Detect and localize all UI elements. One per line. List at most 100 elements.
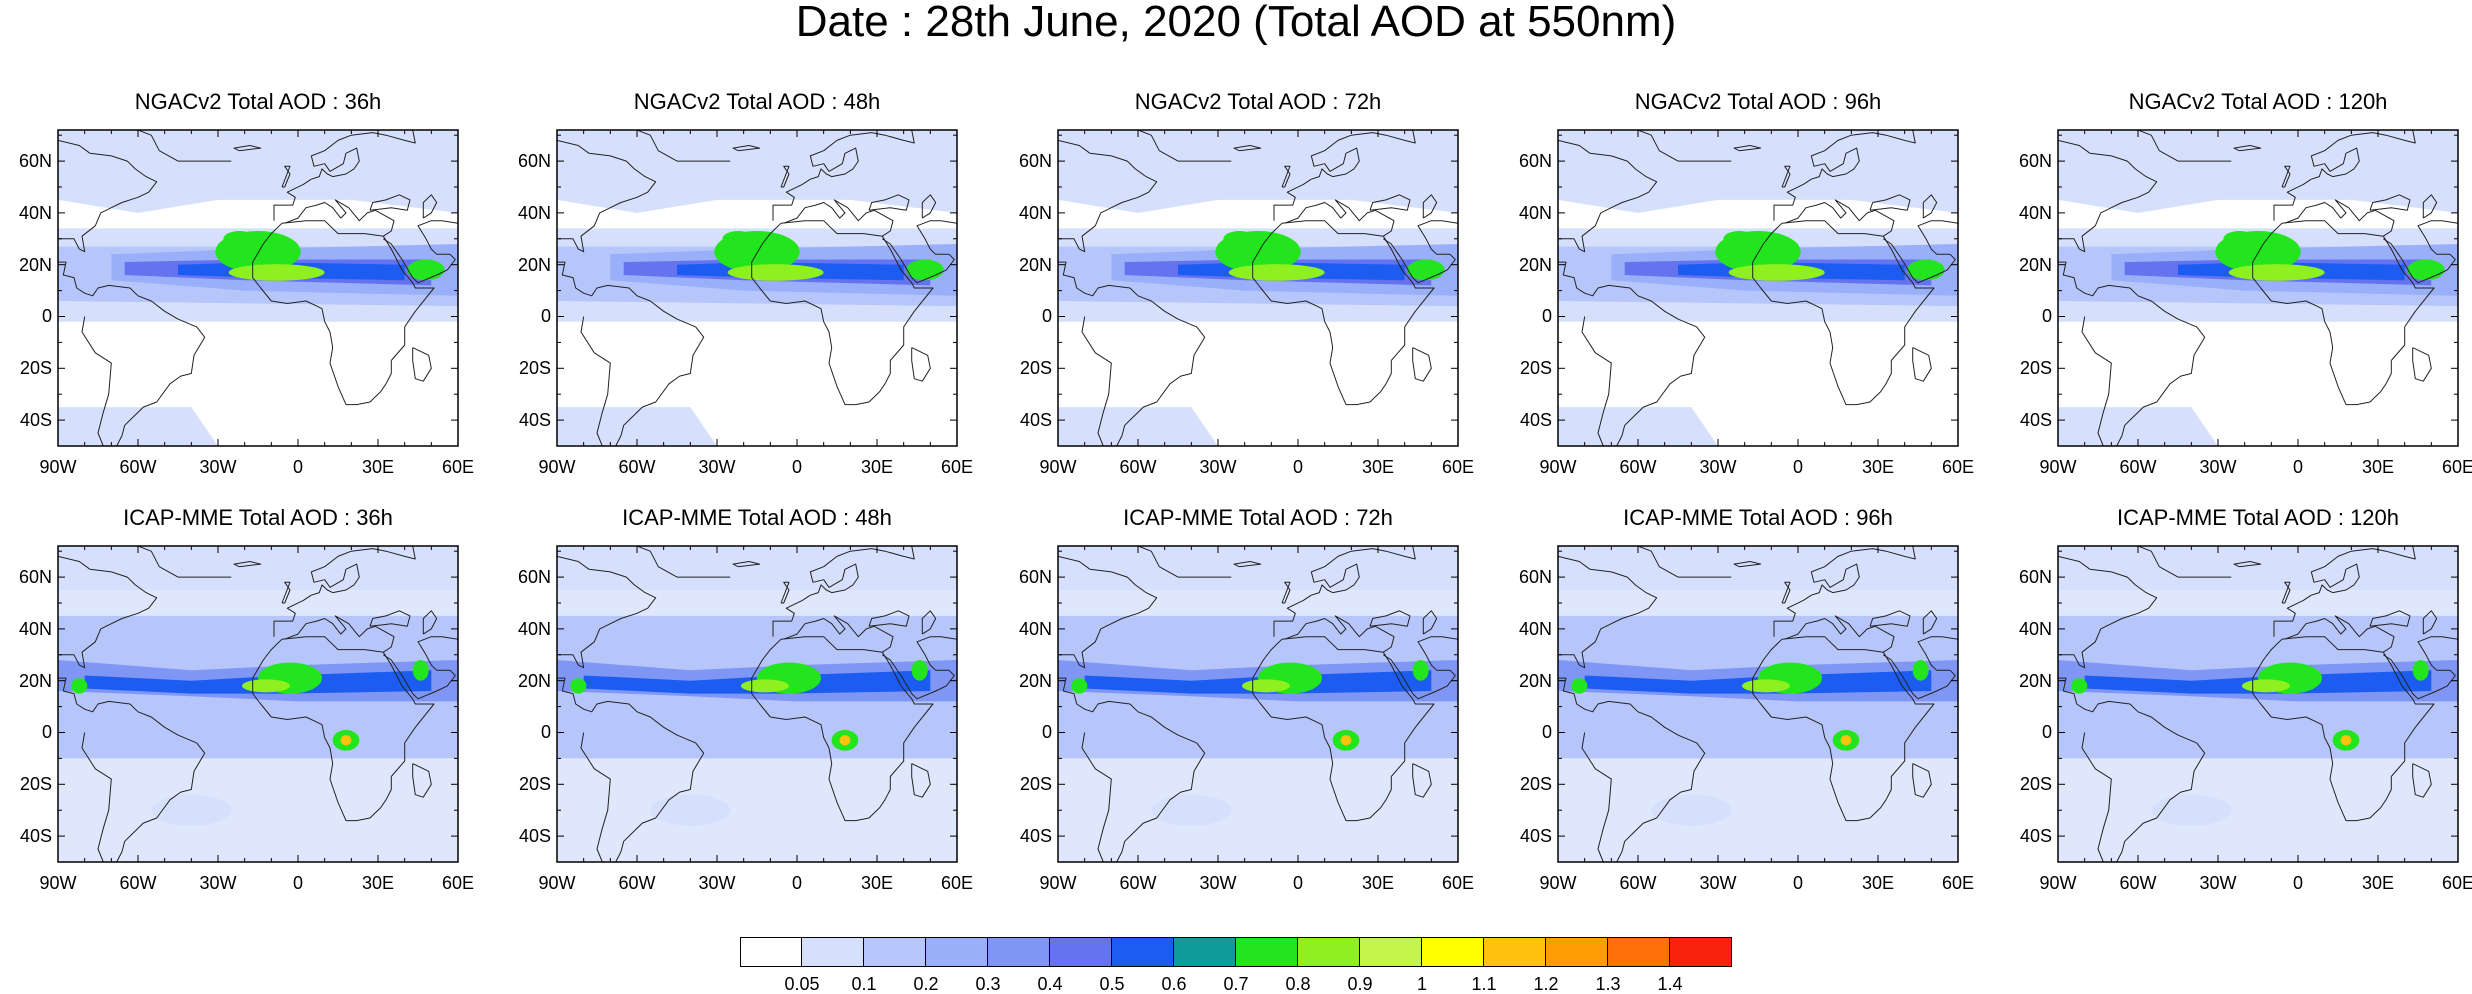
aod-region	[1651, 794, 1732, 826]
dust-plume	[223, 231, 256, 247]
coastline	[780, 581, 790, 604]
colorbar-label: 0.3	[975, 974, 1001, 994]
lon-label: 60W	[2119, 457, 2157, 477]
lat-label: 20N	[2018, 254, 2052, 275]
coastline	[1273, 130, 1416, 221]
lat-label: 40N	[18, 618, 52, 639]
coastline	[2284, 199, 2395, 237]
coastline	[1252, 220, 1435, 406]
lon-label: 30W	[1699, 457, 1737, 477]
aod-map	[1057, 545, 1459, 863]
coastline	[732, 561, 761, 568]
coastline	[2412, 347, 2432, 382]
colorbar-box	[1050, 937, 1112, 967]
lon-label: 30W	[2199, 457, 2237, 477]
colorbar-box	[1236, 937, 1298, 967]
coastline	[1422, 194, 1438, 219]
coastline	[1912, 763, 1932, 798]
lon-label: 60E	[441, 873, 475, 893]
colorbar-label: 0.6	[1161, 974, 1187, 994]
lon-label: 0	[292, 873, 303, 893]
coastline	[1284, 615, 1395, 653]
coastline	[2422, 194, 2438, 219]
lat-label: 20S	[518, 358, 551, 379]
lat-label: 0	[1041, 722, 1052, 743]
coastline	[2233, 561, 2262, 568]
coastline	[751, 220, 934, 406]
lat-label: 20S	[19, 358, 52, 379]
coastline	[2281, 165, 2291, 188]
coastline	[273, 546, 416, 637]
coastline	[1233, 145, 1262, 152]
coastline	[1733, 561, 1762, 568]
coastline	[1383, 636, 1458, 700]
coastline	[58, 677, 206, 862]
coastline	[2383, 220, 2458, 284]
coastline	[1252, 636, 1435, 822]
dust-plume	[1912, 659, 1929, 681]
coastline	[751, 636, 934, 822]
coastline	[882, 220, 957, 284]
lon-label: 0	[1292, 873, 1303, 893]
aod-map	[1557, 545, 1959, 863]
colorbar-label: 1	[1416, 974, 1427, 994]
dust-plume	[228, 264, 325, 281]
panel-title: ICAP-MME Total AOD : 48h	[622, 505, 892, 530]
coastline	[882, 636, 957, 700]
map-panel: ICAP-MME Total AOD : 120h 60N 40N 20N 0 20S 40…	[2019, 505, 2472, 892]
coastline	[383, 636, 458, 700]
lon-label: 90W	[2039, 457, 2077, 477]
dust-plume	[1571, 678, 1588, 694]
map-frame	[1557, 545, 1959, 863]
lat-label: 40N	[1018, 618, 1052, 639]
coastline	[772, 130, 915, 221]
dust-plume	[1728, 264, 1825, 281]
coastline	[2058, 677, 2206, 862]
colorbar-box	[988, 937, 1050, 967]
lon-label: 30W	[1199, 457, 1237, 477]
coastline	[58, 139, 158, 253]
dust-plume	[727, 264, 824, 281]
lat-label: 20N	[1518, 670, 1552, 691]
dust-plume	[2228, 264, 2325, 281]
coastline	[732, 145, 761, 152]
aod-map	[556, 545, 958, 863]
coastline	[2233, 145, 2262, 152]
coastline	[1637, 130, 1732, 162]
map-frame	[1057, 545, 1459, 863]
lat-label: 0	[1541, 722, 1552, 743]
lon-label: 30W	[698, 457, 736, 477]
lon-label: 30E	[1361, 457, 1395, 477]
coastline	[1081, 316, 1112, 446]
coastline	[1383, 220, 1458, 284]
coastline	[137, 546, 232, 578]
lat-label: 0	[1041, 306, 1052, 327]
lat-label: 40S	[2019, 410, 2052, 431]
main-title: Date : 28th June, 2020 (Total AOD at 550…	[795, 0, 1677, 46]
lon-label: 60E	[1441, 873, 1475, 893]
lat-label: 40S	[1019, 826, 1052, 847]
coastline	[1422, 610, 1438, 635]
lat-label: 20S	[19, 774, 52, 795]
aod-map	[2057, 129, 2459, 447]
coastline	[911, 347, 931, 382]
map-frame	[1057, 129, 1459, 447]
lon-label: 30E	[2361, 457, 2395, 477]
panel-title: ICAP-MME Total AOD : 96h	[1623, 505, 1893, 530]
panel-title: ICAP-MME Total AOD : 120h	[2116, 505, 2400, 530]
dust-plume	[2412, 659, 2429, 681]
lon-label: 90W	[538, 873, 576, 893]
coastline	[2058, 261, 2206, 446]
lat-label: 0	[540, 306, 551, 327]
coastline	[412, 347, 432, 382]
map-frame	[57, 545, 459, 863]
coastline	[2369, 610, 2411, 627]
lat-label: 20N	[1518, 254, 1552, 275]
lat-label: 20S	[1519, 774, 1552, 795]
coastline	[81, 316, 112, 446]
coastline	[1081, 732, 1112, 862]
coastline	[1784, 199, 1895, 237]
coastline	[1369, 610, 1411, 627]
coastline	[2252, 220, 2435, 406]
dust-plume	[911, 659, 928, 681]
